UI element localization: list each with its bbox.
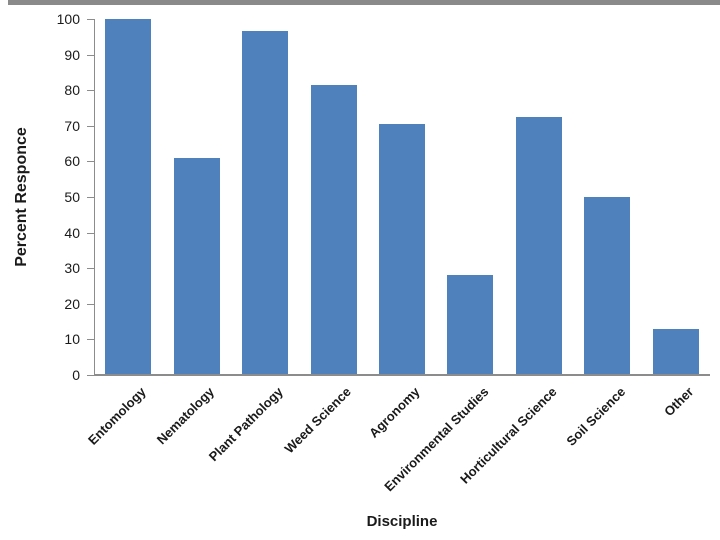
bar bbox=[379, 124, 425, 375]
y-tick-label: 100 bbox=[56, 11, 80, 27]
y-tick-label: 70 bbox=[64, 118, 80, 134]
y-tick-mark bbox=[87, 233, 94, 234]
y-tick-label: 40 bbox=[64, 225, 80, 241]
x-category-label: Soil Science bbox=[563, 384, 628, 449]
y-tick-label: 10 bbox=[64, 331, 80, 347]
y-tick-label: 90 bbox=[64, 47, 80, 63]
bar bbox=[447, 275, 493, 375]
y-tick-mark bbox=[87, 55, 94, 56]
y-tick-label: 60 bbox=[64, 153, 80, 169]
x-category-label: Nematology bbox=[154, 384, 218, 448]
x-axis-line bbox=[94, 374, 710, 376]
y-tick-mark bbox=[87, 339, 94, 340]
y-tick-mark bbox=[87, 161, 94, 162]
x-category-label: Other bbox=[661, 384, 697, 420]
y-tick-label: 30 bbox=[64, 260, 80, 276]
bar bbox=[311, 85, 357, 375]
y-tick-label: 20 bbox=[64, 296, 80, 312]
x-axis-title: Discipline bbox=[366, 513, 438, 530]
y-tick-mark bbox=[87, 126, 94, 127]
y-tick-mark bbox=[87, 90, 94, 91]
y-tick-mark bbox=[87, 304, 94, 305]
y-tick-mark bbox=[87, 19, 94, 20]
y-tick-mark bbox=[87, 197, 94, 198]
y-axis-title: Percent Responce bbox=[13, 127, 30, 267]
y-tick-label: 0 bbox=[72, 367, 80, 383]
bar bbox=[105, 19, 151, 375]
y-tick-label: 50 bbox=[64, 189, 80, 205]
x-category-label: Plant Pathology bbox=[205, 384, 286, 465]
x-category-label: Entomology bbox=[85, 384, 149, 448]
bar bbox=[242, 31, 288, 375]
top-border bbox=[8, 0, 720, 5]
bar bbox=[584, 197, 630, 375]
x-category-label: Weed Science bbox=[281, 384, 355, 457]
y-tick-label: 80 bbox=[64, 82, 80, 98]
y-axis-line bbox=[94, 19, 95, 375]
bar bbox=[174, 158, 220, 375]
bar bbox=[516, 117, 562, 375]
y-tick-mark bbox=[87, 268, 94, 269]
bar bbox=[653, 329, 699, 375]
y-tick-mark bbox=[87, 375, 94, 376]
x-category-label: Agronomy bbox=[366, 384, 423, 441]
